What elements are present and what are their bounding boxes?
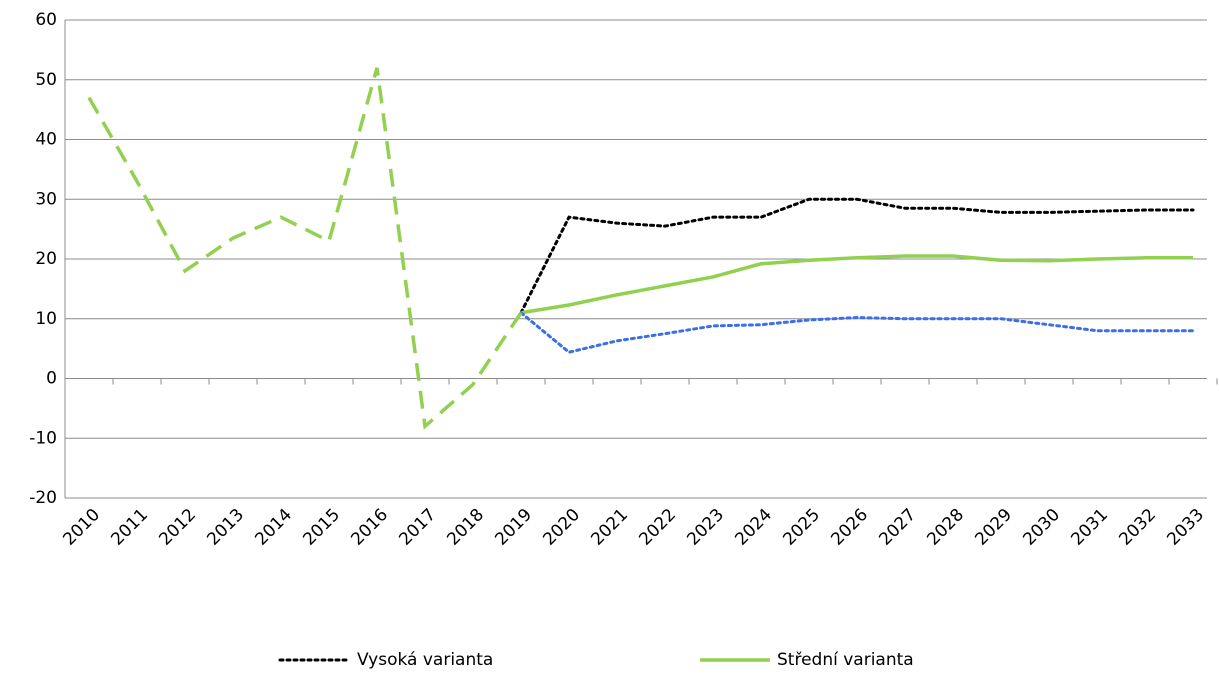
series-line [519, 311, 1195, 354]
series-line [519, 197, 1195, 315]
x-tick-label: 2010 [59, 505, 104, 550]
y-tick-label: 0 [46, 369, 57, 389]
x-tick-label: 2033 [1163, 505, 1208, 550]
y-tick-label: -10 [29, 428, 57, 448]
y-tick-label: 60 [35, 10, 57, 30]
x-tick-label: 2022 [635, 505, 680, 550]
x-tick-label: 2030 [1019, 505, 1064, 550]
x-tick-label: 2011 [107, 505, 152, 550]
x-tick-label: 2021 [587, 505, 632, 550]
y-tick-label: 20 [35, 249, 57, 269]
x-tick-label: 2018 [443, 505, 488, 550]
x-tick-label: 2023 [683, 505, 728, 550]
x-tick-label: 2019 [491, 505, 536, 550]
y-tick-label: -20 [29, 488, 57, 508]
y-tick-label: 30 [35, 189, 57, 209]
legend-label: Vysoká varianta [357, 650, 493, 670]
y-tick-label: 50 [35, 70, 57, 90]
x-tick-label: 2016 [347, 505, 392, 550]
x-tick-label: 2025 [779, 505, 824, 550]
x-tick-label: 2032 [1115, 505, 1160, 550]
x-tick-label: 2026 [827, 505, 872, 550]
x-tick-label: 2031 [1067, 505, 1112, 550]
x-tick-label: 2013 [203, 505, 248, 550]
series-line [87, 67, 523, 430]
x-tick-label: 2017 [395, 505, 440, 550]
x-tick-label: 2020 [539, 505, 584, 550]
series-line [520, 254, 1193, 315]
x-tick-label: 2014 [251, 505, 296, 550]
x-tick-label: 2029 [971, 505, 1016, 550]
legend-label: Střední varianta [777, 650, 914, 670]
x-tick-label: 2024 [731, 505, 776, 550]
x-tick-label: 2015 [299, 505, 344, 550]
x-tick-label: 2027 [875, 505, 920, 550]
y-tick-label: 40 [35, 130, 57, 150]
x-tick-label: 2012 [155, 505, 200, 550]
y-tick-label: 10 [35, 309, 57, 329]
x-tick-label: 2028 [923, 505, 968, 550]
